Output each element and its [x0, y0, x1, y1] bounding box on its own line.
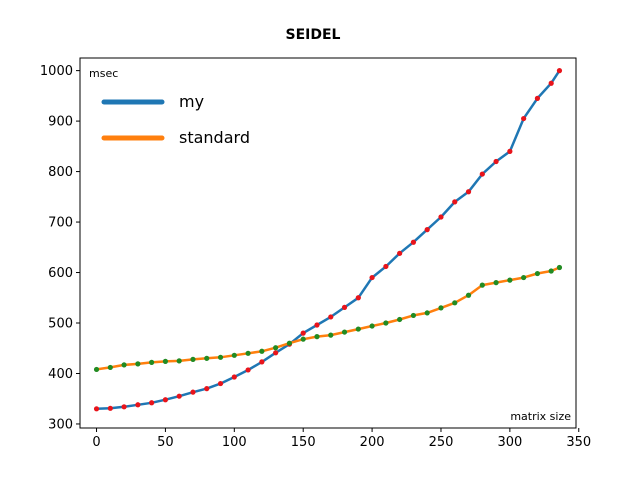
series-point-my	[397, 250, 403, 256]
series-point-standard	[438, 305, 444, 311]
series-point-standard	[149, 359, 155, 365]
series-point-my	[300, 330, 306, 336]
series-point-standard	[314, 334, 320, 340]
series-point-my	[259, 359, 265, 365]
legend-label-my: my	[179, 92, 204, 111]
legend-label-standard: standard	[179, 128, 250, 147]
series-point-standard	[204, 355, 210, 361]
series-layer	[93, 68, 563, 412]
series-point-my	[534, 95, 541, 101]
x-axis: 0 50 100 150 200 250 300 350	[92, 428, 591, 450]
series-point-standard	[465, 292, 472, 298]
series-point-my	[521, 115, 527, 122]
series-point-my	[355, 295, 361, 301]
series-point-standard	[135, 361, 141, 367]
x-tick-label: 250	[429, 435, 454, 450]
x-tick-label: 0	[92, 435, 100, 450]
series-point-standard	[93, 366, 100, 373]
series-point-standard	[273, 345, 279, 351]
series-point-standard	[259, 348, 265, 354]
series-point-my	[341, 304, 348, 310]
y-tick-label: 500	[48, 317, 73, 332]
series-point-my	[217, 380, 224, 387]
series-point-standard	[286, 340, 293, 346]
series-point-my	[424, 227, 430, 233]
series-point-standard	[493, 280, 499, 286]
series-point-my	[245, 367, 251, 373]
series-point-my	[479, 171, 485, 177]
series-point-my	[107, 405, 113, 411]
series-point-standard	[424, 310, 430, 316]
series-point-my	[410, 239, 417, 245]
y-tick-label: 700	[48, 216, 73, 231]
series-point-my	[465, 189, 472, 195]
x-tick-label: 50	[157, 435, 174, 450]
x-tick-label: 100	[222, 435, 247, 450]
series-point-standard	[341, 329, 348, 335]
series-point-standard	[548, 268, 554, 274]
series-point-standard	[121, 362, 127, 368]
series-line-my	[96, 69, 561, 411]
series-point-standard	[534, 270, 541, 277]
series-point-my	[93, 406, 100, 412]
y-axis-label: msec	[89, 67, 118, 80]
series-point-standard	[383, 320, 389, 326]
series-point-my	[507, 148, 513, 154]
y-tick-label: 800	[48, 165, 73, 180]
x-axis-label: matrix size	[510, 410, 571, 423]
series-point-my	[149, 400, 155, 406]
series-point-my	[452, 199, 458, 205]
series-point-my	[314, 322, 320, 328]
series-point-standard	[479, 282, 485, 288]
series-point-my	[204, 386, 210, 392]
series-point-standard	[328, 332, 334, 338]
series-point-my	[369, 274, 375, 281]
series-point-standard	[452, 300, 458, 306]
series-point-standard	[231, 352, 237, 358]
series-point-my	[231, 374, 237, 380]
series-point-my	[383, 263, 389, 270]
series-point-standard	[107, 364, 113, 371]
legend: my standard	[101, 92, 250, 147]
series-point-my	[556, 68, 563, 74]
series-point-standard	[217, 354, 224, 360]
x-tick-label: 300	[497, 435, 522, 450]
series-point-my	[438, 214, 444, 220]
series-point-my	[328, 314, 334, 320]
series-point-standard	[355, 326, 361, 332]
series-point-my	[162, 397, 169, 403]
series-point-my	[121, 404, 127, 410]
series-point-my	[548, 80, 554, 86]
series-point-standard	[369, 323, 375, 329]
chart-title: SEIDEL	[286, 27, 341, 43]
series-point-standard	[397, 316, 403, 323]
series-point-standard	[176, 358, 182, 364]
series-point-standard	[410, 312, 417, 319]
series-point-my	[135, 402, 141, 408]
plot-frame	[79, 57, 577, 429]
series-point-my	[190, 389, 196, 395]
x-tick-label: 350	[566, 435, 591, 450]
series-point-standard	[162, 358, 169, 364]
x-tick-label: 200	[360, 435, 385, 450]
y-tick-label: 1000	[40, 64, 73, 79]
y-tick-label: 900	[48, 115, 73, 130]
series-point-standard	[507, 277, 513, 283]
x-tick-label: 150	[291, 435, 316, 450]
series-point-standard	[556, 264, 563, 271]
y-tick-label: 400	[48, 367, 73, 382]
series-point-standard	[245, 350, 251, 356]
y-axis: 300 400 500 600 700 800 900 1000	[40, 64, 80, 432]
series-point-my	[176, 393, 182, 399]
series-point-my	[493, 158, 499, 165]
y-tick-label: 300	[48, 417, 73, 432]
series-point-standard	[190, 356, 196, 362]
series-point-my	[273, 350, 279, 356]
y-tick-label: 600	[48, 266, 73, 281]
series-point-standard	[521, 274, 527, 281]
series-point-standard	[300, 336, 306, 342]
